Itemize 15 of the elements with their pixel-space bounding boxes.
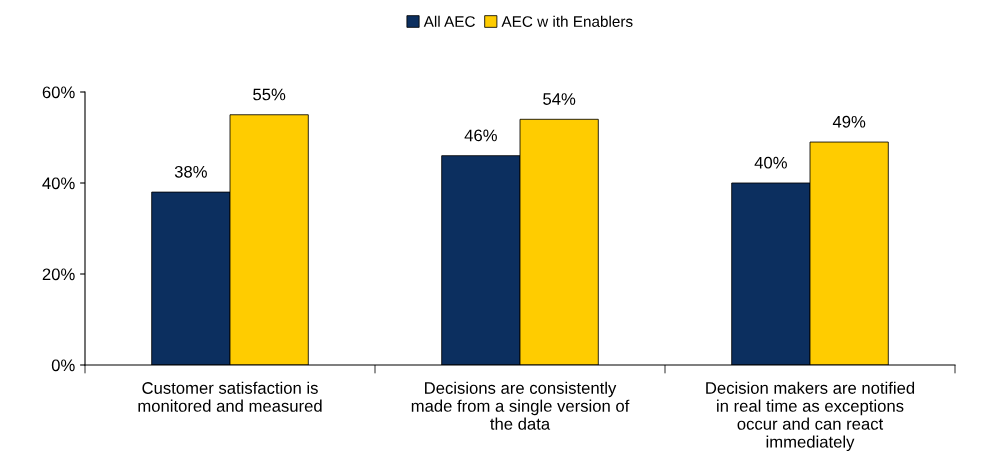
y-tick-label: 40% (42, 177, 75, 190)
x-tick-label: Decisions are consistently made from a single version of the data (411, 381, 630, 430)
data-label: 46% (464, 129, 497, 142)
y-tick-label: 0% (51, 359, 75, 372)
x-tick-label: Decision makers are notified in real time as exceptions occur and can react immediately (706, 381, 915, 452)
data-label: 54% (543, 93, 576, 105)
data-label: 55% (253, 88, 286, 101)
y-tick-label: 20% (42, 268, 75, 281)
data-label: 38% (174, 165, 207, 178)
data-label: 49% (832, 115, 866, 128)
y-tick-label: 60% (42, 86, 75, 99)
legend-label: AEC w ith Enablers (501, 15, 633, 27)
x-tick-label: Customer satisfaction is monitored and measured (138, 381, 322, 412)
legend-label: All AEC (423, 15, 475, 27)
data-label: 40% (754, 156, 787, 169)
